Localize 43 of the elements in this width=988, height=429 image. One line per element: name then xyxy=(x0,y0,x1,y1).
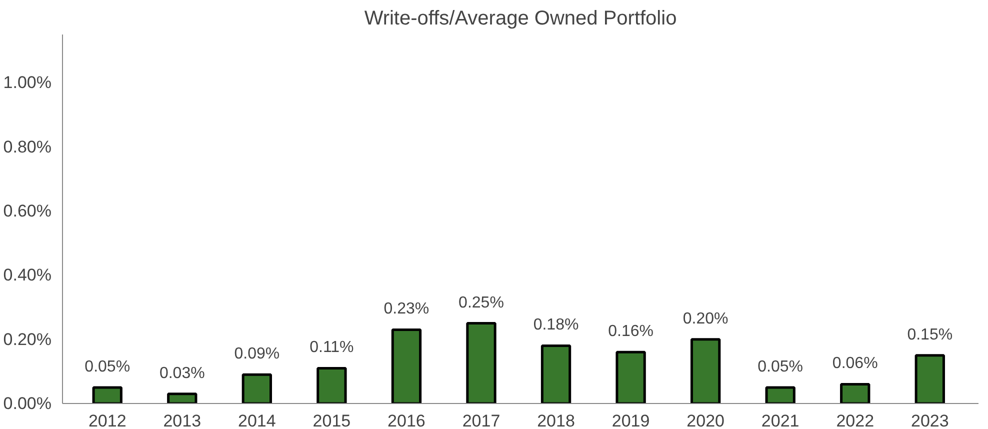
data-label: 0.16% xyxy=(608,323,654,340)
x-tick-label: 2017 xyxy=(462,412,500,429)
bar xyxy=(914,354,945,404)
bar xyxy=(690,338,721,404)
x-tick-label: 2012 xyxy=(88,412,126,429)
bar xyxy=(540,344,572,404)
bar xyxy=(92,386,122,404)
y-tick-label: 0.40% xyxy=(3,266,52,285)
data-label: 0.09% xyxy=(234,346,280,363)
data-label: 0.20% xyxy=(682,310,728,328)
x-tick-label: 2014 xyxy=(238,412,276,429)
x-tick-label: 2015 xyxy=(312,412,351,429)
chart-title: Write-offs/Average Owned Portfolio xyxy=(364,8,677,30)
y-tick-label: 0.80% xyxy=(3,137,52,156)
data-label: 0.25% xyxy=(458,294,504,312)
bar xyxy=(316,366,347,404)
data-label: 0.05% xyxy=(84,358,130,376)
x-tick-label: 2020 xyxy=(686,412,724,429)
bar xyxy=(616,350,646,404)
bar xyxy=(242,373,272,404)
x-tick-label: 2023 xyxy=(910,412,949,429)
x-tick-label: 2021 xyxy=(761,412,800,429)
data-label: 0.03% xyxy=(159,364,205,382)
data-label: 0.15% xyxy=(907,326,953,344)
bar xyxy=(167,392,198,404)
bar xyxy=(391,328,422,404)
data-label: 0.11% xyxy=(310,339,354,356)
x-tick-label: 2019 xyxy=(612,412,650,429)
data-label: 0.06% xyxy=(832,355,878,372)
y-tick-label: 1.00% xyxy=(3,73,52,92)
x-tick-label: 2013 xyxy=(163,412,202,429)
data-label: 0.23% xyxy=(384,300,430,318)
x-tick-label: 2022 xyxy=(836,412,874,429)
x-tick-label: 2016 xyxy=(388,412,426,429)
data-label: 0.05% xyxy=(758,358,804,376)
bar xyxy=(466,322,496,404)
y-tick-label: 0.00% xyxy=(3,394,52,413)
bar xyxy=(840,383,870,404)
x-tick-label: 2018 xyxy=(537,412,575,429)
bar xyxy=(765,386,796,404)
y-tick-label: 0.20% xyxy=(3,330,52,349)
y-tick-label: 0.60% xyxy=(3,201,52,220)
data-label: 0.18% xyxy=(533,316,579,334)
